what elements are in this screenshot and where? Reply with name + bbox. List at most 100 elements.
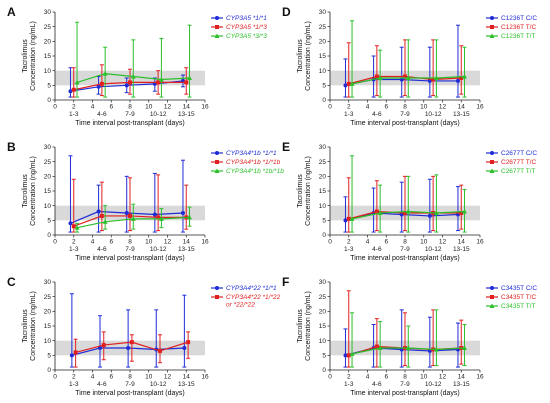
category-label: 10-12 bbox=[150, 111, 167, 118]
legend-label: CYP3A4*22 *1/*1 bbox=[226, 285, 277, 292]
y-tick-label: 30 bbox=[44, 9, 52, 16]
x-tick-label: 2 bbox=[72, 104, 76, 111]
panel-c: C 0 5 10 15 20 25 30 0 2 4 6 8 10 12 14 16 1-3 4-6 7-9 10-12… bbox=[7, 275, 281, 397]
marker-circle bbox=[68, 89, 73, 94]
y-tick-label: 20 bbox=[319, 174, 327, 181]
marker-square bbox=[374, 74, 379, 79]
marker-square bbox=[459, 211, 464, 215]
x-tick-label: 14 bbox=[183, 104, 191, 111]
y-tick-label: 20 bbox=[44, 39, 52, 46]
category-label: 4-6 bbox=[372, 111, 382, 118]
legend-item: CYP3A4*22 *1/*1 bbox=[211, 285, 277, 292]
marker-square bbox=[215, 25, 219, 29]
marker-triangle bbox=[102, 219, 108, 224]
legend-item: CYP3A4*1b *1b/*1b bbox=[211, 168, 284, 175]
x-tick-label: 10 bbox=[145, 239, 153, 246]
marker-square bbox=[71, 224, 76, 229]
category-label: 4-6 bbox=[97, 381, 107, 388]
x-tick-label: 12 bbox=[439, 104, 447, 111]
category-label: 7-9 bbox=[400, 246, 410, 253]
y-tick-label: 0 bbox=[322, 232, 326, 239]
panel-b: B 0 5 10 15 20 25 30 0 2 4 6 8 10 12 14 16 1-3 4-6 7-9 10-12… bbox=[7, 140, 284, 262]
marker-circle bbox=[343, 353, 348, 358]
x-axis-label: Time interval post-transplant (days) bbox=[75, 255, 184, 262]
series-3 bbox=[74, 21, 193, 98]
marker-square bbox=[128, 80, 132, 85]
category-label: 13-15 bbox=[178, 111, 195, 118]
x-axis-label: Time interval post-transplant (days) bbox=[75, 120, 184, 127]
marker-circle bbox=[96, 84, 101, 89]
panel-letter: B bbox=[7, 140, 16, 154]
marker-square bbox=[346, 216, 351, 221]
x-tick-label: 8 bbox=[403, 239, 407, 246]
x-tick-label: 6 bbox=[384, 104, 388, 111]
y-axis-label: TacrolimusConcentration (ng/mL) bbox=[22, 291, 37, 361]
marker-circle bbox=[490, 151, 494, 155]
category-label: 13-15 bbox=[453, 381, 470, 388]
legend-item: C1236T T/C bbox=[486, 24, 536, 31]
x-tick-label: 16 bbox=[201, 374, 209, 381]
series-3 bbox=[74, 203, 193, 233]
x-tick-label: 2 bbox=[347, 374, 351, 381]
marker-triangle bbox=[158, 76, 164, 82]
y-tick-label: 10 bbox=[319, 203, 327, 210]
y-tick-label: 30 bbox=[319, 144, 327, 151]
category-label: 10-12 bbox=[425, 111, 442, 118]
marker-square bbox=[128, 213, 132, 218]
marker-triangle bbox=[462, 209, 468, 214]
y-axis-label-line: Tacrolimus bbox=[297, 174, 304, 208]
x-tick-label: 4 bbox=[91, 374, 95, 381]
category-label: 13-15 bbox=[178, 246, 195, 253]
x-tick-label: 16 bbox=[476, 104, 484, 111]
panel-letter: C bbox=[7, 275, 16, 289]
x-tick-label: 6 bbox=[109, 239, 113, 246]
y-axis-label-line: Tacrolimus bbox=[297, 309, 304, 343]
category-label: 13-15 bbox=[178, 381, 195, 388]
marker-circle bbox=[124, 83, 129, 88]
y-tick-label: 30 bbox=[319, 279, 327, 286]
legend-label: CYP3A5 *1/*3 bbox=[226, 24, 267, 31]
marker-circle bbox=[96, 209, 101, 214]
x-tick-label: 12 bbox=[439, 374, 447, 381]
x-tick-label: 14 bbox=[458, 374, 466, 381]
marker-square bbox=[490, 25, 494, 29]
marker-circle bbox=[490, 16, 494, 20]
marker-circle bbox=[343, 218, 348, 223]
y-tick-label: 0 bbox=[47, 97, 51, 104]
legend-item: C2677T C/C bbox=[486, 150, 537, 157]
y-tick-label: 5 bbox=[47, 218, 51, 225]
y-tick-label: 10 bbox=[44, 203, 52, 210]
marker-square bbox=[490, 160, 494, 164]
y-tick-label: 5 bbox=[47, 83, 51, 90]
marker-square bbox=[459, 76, 464, 80]
series-2 bbox=[346, 290, 464, 368]
series-3 bbox=[349, 20, 468, 98]
marker-square bbox=[431, 77, 436, 82]
y-axis-label-line: Tacrolimus bbox=[22, 174, 29, 208]
y-tick-label: 0 bbox=[322, 97, 326, 104]
x-tick-label: 10 bbox=[145, 104, 153, 111]
category-label: 10-12 bbox=[425, 246, 442, 253]
legend-label: C1236T T/T bbox=[501, 33, 535, 40]
marker-triangle bbox=[74, 79, 80, 85]
y-axis-label-line: Concentration (ng/mL) bbox=[305, 156, 312, 226]
legend-label-line: CYP3A4*22 *1/*22 bbox=[226, 294, 281, 301]
y-tick-label: 0 bbox=[47, 232, 51, 239]
x-tick-label: 6 bbox=[109, 104, 113, 111]
x-tick-label: 14 bbox=[458, 104, 466, 111]
x-tick-label: 14 bbox=[183, 239, 191, 246]
x-tick-label: 12 bbox=[164, 239, 172, 246]
series-2 bbox=[71, 174, 189, 233]
y-tick-label: 5 bbox=[47, 353, 51, 360]
marker-circle bbox=[180, 211, 185, 215]
marker-triangle bbox=[433, 75, 439, 80]
y-tick-label: 25 bbox=[319, 24, 327, 31]
marker-circle bbox=[124, 211, 129, 215]
marker-triangle bbox=[377, 345, 383, 350]
series-3 bbox=[349, 309, 468, 368]
y-axis-label-line: Concentration (ng/mL) bbox=[30, 291, 37, 361]
marker-triangle bbox=[214, 33, 220, 38]
marker-circle bbox=[343, 83, 348, 88]
marker-triangle bbox=[462, 74, 468, 79]
